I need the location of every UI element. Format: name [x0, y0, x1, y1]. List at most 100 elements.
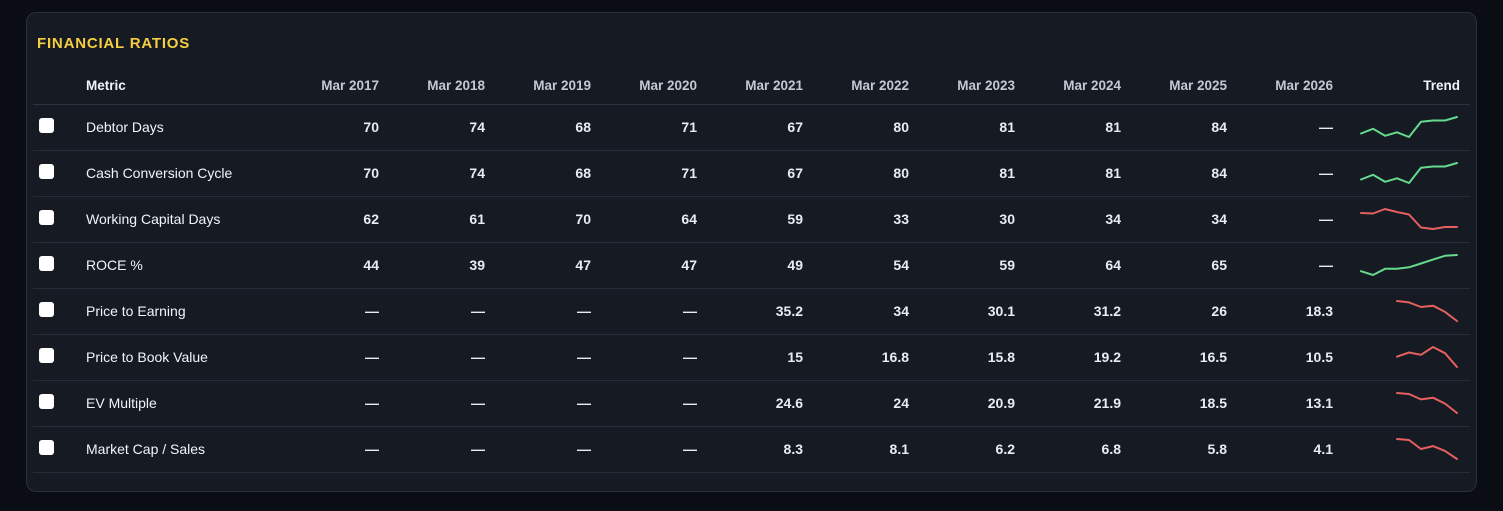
value-cell: 8.1: [803, 426, 909, 473]
section-title: FINANCIAL RATIOS: [37, 35, 191, 52]
value-cell: 34: [1121, 196, 1227, 243]
value-cell: 64: [591, 196, 697, 243]
value-cell: 65: [1121, 242, 1227, 289]
value-cell: 30.1: [909, 288, 1015, 335]
checkbox-cell: [33, 104, 73, 151]
checkbox-cell: [33, 196, 73, 243]
table-row: Price to Earning — — — —35.2 34 30.1 31.2 26 18.…: [33, 288, 1470, 335]
trend-sparkline: [1360, 116, 1458, 138]
row-checkbox[interactable]: [39, 210, 54, 225]
trend-sparkline-cell: [1333, 288, 1470, 335]
value-cell: 80: [803, 104, 909, 151]
metric-name: Working Capital Days: [73, 196, 273, 243]
value-cell: 49: [697, 242, 803, 289]
table-row: Debtor Days 70 74 68 71 67 80 81 81 84—: [33, 104, 1470, 151]
value-cell: 31.2: [1015, 288, 1121, 335]
value-cell: 5.8: [1121, 426, 1227, 473]
table-row: ROCE % 44 39 47 47 49 54 59 64 65—: [33, 242, 1470, 289]
value-cell: 62: [273, 196, 379, 243]
value-cell: 59: [697, 196, 803, 243]
metric-name: Price to Earning: [73, 288, 273, 335]
value-cell: 71: [591, 150, 697, 197]
value-cell: 64: [1015, 242, 1121, 289]
value-cell: —: [273, 288, 379, 335]
metric-name: ROCE %: [73, 242, 273, 289]
value-cell: —: [591, 288, 697, 335]
value-cell: 59: [909, 242, 1015, 289]
value-cell: 47: [485, 242, 591, 289]
value-cell: —: [273, 380, 379, 427]
year-column-header: Mar 2022: [803, 68, 909, 105]
value-cell: 20.9: [909, 380, 1015, 427]
value-cell: —: [273, 426, 379, 473]
row-checkbox[interactable]: [39, 118, 54, 133]
value-cell: —: [1227, 104, 1333, 151]
value-cell: 6.8: [1015, 426, 1121, 473]
value-cell: 67: [697, 150, 803, 197]
table-row: EV Multiple — — — —24.6 24 20.9 21.9 18.5 13.1: [33, 380, 1470, 427]
year-column-header: Mar 2026: [1227, 68, 1333, 105]
value-cell: 70: [485, 196, 591, 243]
value-cell: —: [485, 334, 591, 381]
value-cell: 33: [803, 196, 909, 243]
value-cell: 47: [591, 242, 697, 289]
value-cell: 30: [909, 196, 1015, 243]
table-row: Working Capital Days 62 61 70 64 59 33 30 34 34—: [33, 196, 1470, 243]
checkbox-cell: [33, 150, 73, 197]
trend-sparkline-cell: [1333, 380, 1470, 427]
value-cell: —: [379, 334, 485, 381]
table-header-row: Metric Mar 2017 Mar 2018 Mar 2019 Mar 2020 M…: [33, 68, 1470, 105]
value-cell: 18.3: [1227, 288, 1333, 335]
year-column-header: Mar 2021: [697, 68, 803, 105]
value-cell: 68: [485, 150, 591, 197]
value-cell: 13.1: [1227, 380, 1333, 427]
checkbox-column-header: [33, 68, 73, 105]
value-cell: 19.2: [1015, 334, 1121, 381]
checkbox-cell: [33, 288, 73, 335]
row-checkbox[interactable]: [39, 394, 54, 409]
value-cell: 61: [379, 196, 485, 243]
trend-sparkline: [1396, 346, 1458, 368]
metric-column-header: Metric: [73, 68, 273, 105]
row-checkbox[interactable]: [39, 302, 54, 317]
value-cell: 35.2: [697, 288, 803, 335]
year-column-header: Mar 2023: [909, 68, 1015, 105]
value-cell: 24: [803, 380, 909, 427]
trend-sparkline: [1360, 254, 1458, 276]
year-column-header: Mar 2020: [591, 68, 697, 105]
row-checkbox[interactable]: [39, 348, 54, 363]
row-checkbox[interactable]: [39, 164, 54, 179]
value-cell: 16.8: [803, 334, 909, 381]
trend-sparkline: [1396, 392, 1458, 414]
metric-name: EV Multiple: [73, 380, 273, 427]
table-row: Market Cap / Sales — — — —8.3 8.1 6.2 6.8 5.8 4.…: [33, 426, 1470, 473]
trend-sparkline: [1360, 208, 1458, 230]
value-cell: 34: [803, 288, 909, 335]
value-cell: 67: [697, 104, 803, 151]
value-cell: 54: [803, 242, 909, 289]
value-cell: —: [1227, 242, 1333, 289]
trend-sparkline-cell: [1333, 334, 1470, 381]
year-column-header: Mar 2024: [1015, 68, 1121, 105]
value-cell: 15.8: [909, 334, 1015, 381]
row-checkbox[interactable]: [39, 440, 54, 455]
value-cell: 81: [1015, 150, 1121, 197]
value-cell: —: [379, 380, 485, 427]
trend-sparkline: [1360, 162, 1458, 184]
value-cell: 81: [1015, 104, 1121, 151]
checkbox-cell: [33, 242, 73, 289]
metric-name: Market Cap / Sales: [73, 426, 273, 473]
table-row: Price to Book Value — — — —15 16.8 15.8 19.2 16…: [33, 334, 1470, 381]
value-cell: —: [591, 426, 697, 473]
value-cell: 24.6: [697, 380, 803, 427]
value-cell: 70: [273, 150, 379, 197]
value-cell: —: [591, 380, 697, 427]
trend-column-header: Trend: [1333, 68, 1470, 105]
checkbox-cell: [33, 380, 73, 427]
value-cell: 81: [909, 104, 1015, 151]
value-cell: —: [485, 380, 591, 427]
value-cell: 10.5: [1227, 334, 1333, 381]
value-cell: 18.5: [1121, 380, 1227, 427]
value-cell: —: [1227, 150, 1333, 197]
row-checkbox[interactable]: [39, 256, 54, 271]
